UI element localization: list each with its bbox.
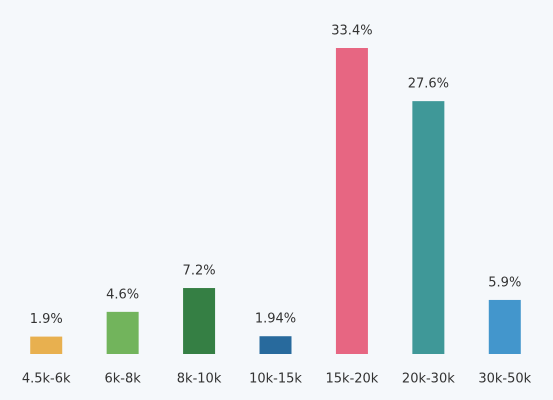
bar: [183, 288, 216, 354]
bar: [335, 48, 368, 354]
bar: [488, 299, 521, 354]
bar: [412, 101, 445, 354]
x-tick-label: 20k-30k: [402, 372, 455, 387]
value-label: 1.94%: [255, 312, 296, 327]
x-tick-label: 8k-10k: [177, 372, 222, 387]
x-tick-label: 15k-20k: [326, 372, 379, 387]
value-label: 27.6%: [408, 77, 449, 92]
bar: [259, 336, 292, 354]
x-tick-label: 4.5k-6k: [22, 372, 71, 387]
x-tick-label: 30k-50k: [478, 372, 531, 387]
value-label: 33.4%: [331, 24, 372, 39]
bar: [106, 311, 139, 354]
value-label: 7.2%: [183, 264, 216, 279]
value-label: 5.9%: [488, 275, 521, 290]
value-label: 4.6%: [106, 287, 139, 302]
x-tick-label: 6k-8k: [104, 372, 141, 387]
value-label: 1.9%: [30, 312, 63, 327]
x-tick-label: 10k-15k: [249, 372, 302, 387]
bar: [30, 336, 63, 354]
